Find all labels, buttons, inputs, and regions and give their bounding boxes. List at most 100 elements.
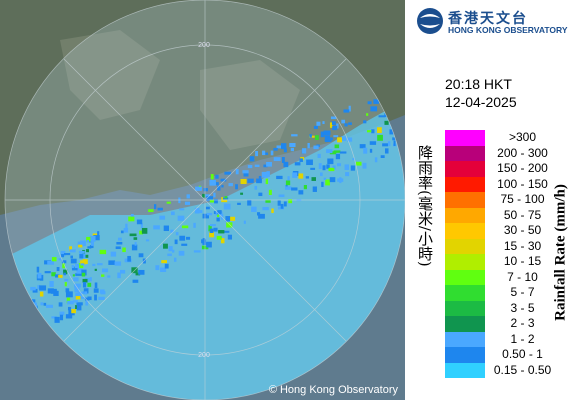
echo: [384, 120, 389, 125]
echo: [373, 99, 379, 104]
echo: [178, 250, 185, 256]
echo: [313, 145, 319, 150]
echo: [84, 297, 90, 301]
echo: [213, 192, 216, 198]
echo: [186, 236, 191, 240]
legend-swatch: [445, 207, 485, 223]
range-rings: [4, 0, 405, 400]
echo: [202, 238, 206, 243]
echo: [302, 148, 307, 154]
echo: [369, 148, 373, 153]
echo: [86, 240, 90, 243]
echo: [63, 269, 68, 275]
echo: [344, 123, 348, 127]
echo: [120, 269, 126, 274]
echo: [77, 241, 84, 247]
echo: [240, 179, 247, 185]
echo: [348, 122, 352, 125]
echo: [161, 260, 167, 264]
echo: [355, 161, 362, 166]
echo: [206, 241, 212, 248]
echo: [86, 249, 89, 253]
echo: [303, 185, 307, 190]
echo: [74, 263, 80, 270]
hko-logo-icon: [417, 8, 443, 34]
land-terrain: [60, 30, 300, 150]
echo: [249, 156, 255, 162]
echo: [39, 274, 44, 281]
echo: [273, 157, 281, 162]
echo: [322, 121, 325, 125]
echo: [280, 203, 284, 209]
echo: [285, 180, 291, 186]
echo: [209, 179, 216, 186]
echo: [240, 192, 244, 195]
echo: [288, 199, 293, 204]
echo: [210, 174, 214, 180]
echo: [237, 202, 241, 205]
echo: [315, 135, 319, 140]
ring-label: 200: [198, 352, 210, 359]
echo: [312, 186, 317, 192]
echo: [125, 223, 128, 229]
echo: [80, 263, 85, 266]
echo: [157, 207, 163, 211]
echo: [79, 254, 84, 259]
echo: [80, 260, 86, 265]
echo: [101, 274, 105, 277]
echo: [220, 238, 225, 244]
echo: [322, 165, 326, 171]
echo: [39, 285, 47, 291]
echo: [93, 288, 99, 293]
echo: [283, 161, 289, 168]
legend-label: 1 - 2: [510, 331, 535, 346]
echo: [316, 121, 321, 126]
echo: [225, 216, 231, 222]
echo: [242, 170, 249, 174]
echo: [75, 273, 83, 276]
legend-label: 75 - 100: [500, 192, 545, 206]
legend-swatch: [445, 362, 485, 378]
echo: [122, 247, 126, 253]
legend-swatch: [445, 223, 485, 239]
echo: [213, 211, 217, 215]
echo: [32, 288, 38, 293]
echo: [291, 187, 298, 191]
echo: [281, 143, 287, 150]
echo: [329, 151, 337, 155]
echo: [127, 255, 131, 262]
echo: [184, 201, 191, 205]
echo: [224, 196, 228, 199]
echo: [378, 115, 386, 118]
echo: [258, 213, 265, 219]
echo: [352, 158, 355, 161]
echo: [323, 130, 331, 136]
legend-swatch: [445, 192, 485, 208]
echo: [30, 286, 36, 291]
legend-label: 5 - 7: [510, 285, 535, 299]
echo: [82, 282, 87, 288]
echo: [218, 230, 225, 234]
echo: [73, 277, 79, 282]
echo: [214, 198, 218, 204]
echo: [362, 162, 367, 169]
echo: [339, 151, 347, 154]
echo: [393, 140, 396, 146]
echo: [108, 260, 116, 265]
echo: [194, 207, 200, 214]
echo: [78, 250, 85, 254]
echo: [67, 306, 72, 311]
echo: [369, 141, 377, 145]
echo: [319, 172, 323, 177]
echo: [102, 268, 109, 273]
echo: [120, 230, 124, 234]
echo: [138, 269, 145, 275]
echo: [75, 296, 81, 300]
echo: [58, 258, 62, 261]
echo: [76, 302, 83, 306]
echo: [67, 300, 74, 305]
echo: [284, 186, 292, 190]
echo: [134, 241, 137, 246]
echo: [59, 311, 65, 316]
